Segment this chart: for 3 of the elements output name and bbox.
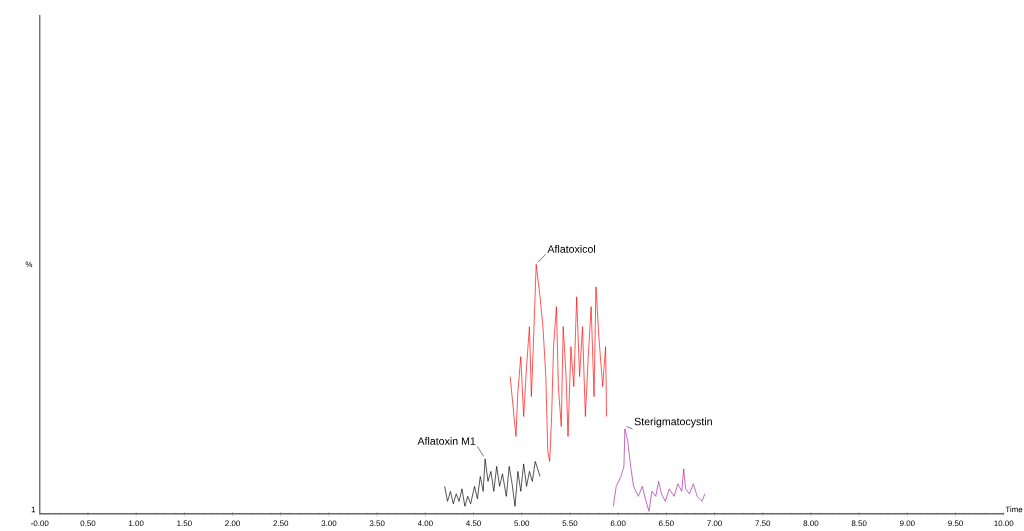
series-label: Sterigmatocystin: [634, 417, 712, 428]
series-label: Aflatoxin M1: [417, 437, 476, 446]
series-label: Aflatoxicol: [547, 245, 596, 254]
